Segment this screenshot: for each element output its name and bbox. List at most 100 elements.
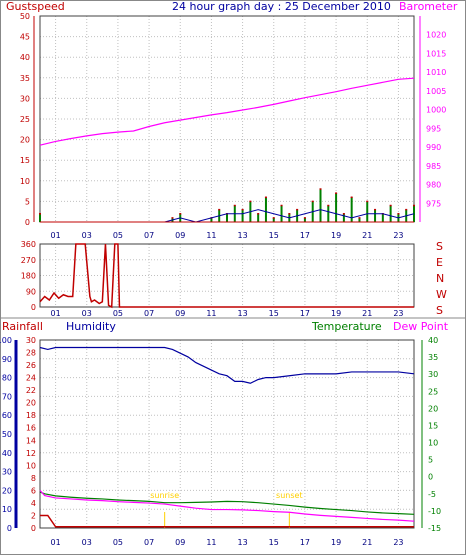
gustspeed-label: Gustspeed — [6, 0, 65, 13]
gust-tick-label: 20 — [20, 136, 30, 145]
sun-label: sunrise — [150, 491, 179, 500]
barometer-tick-label: 1010 — [426, 68, 446, 77]
x-tick-label: 07 — [144, 538, 154, 547]
humidity-tick-label: 90 — [2, 355, 12, 364]
humidity-line — [39, 346, 415, 384]
chart-title: 24 hour graph day : 25 December 2010 — [172, 0, 391, 13]
x-tick-label: 13 — [237, 538, 247, 547]
barometer-line — [39, 77, 415, 146]
x-tick-label: 07 — [144, 231, 154, 240]
axes-layer — [14, 15, 423, 529]
x-tick-label: 03 — [82, 231, 92, 240]
rainfall-tick-label: 18 — [26, 411, 36, 420]
direction-letter: S — [436, 304, 443, 317]
x-tick-label: 11 — [206, 231, 216, 240]
barometer-tick-label: 975 — [426, 199, 441, 208]
direction-letter: W — [436, 288, 447, 301]
humidity-tick-label: 70 — [2, 392, 12, 401]
humidity-tick-label: 0 — [7, 524, 12, 533]
humidity-tick-label: 80 — [2, 374, 12, 383]
humidity-tick-label: 50 — [2, 430, 12, 439]
rainfall-line — [40, 514, 414, 528]
sun-label: sunset — [276, 491, 303, 500]
x-tick-label: 19 — [331, 309, 341, 318]
barometer-label: Barometer — [399, 0, 458, 13]
direction-line — [39, 243, 414, 309]
temperature-tick-label: 30 — [428, 370, 438, 379]
x-tick-label: 11 — [206, 538, 216, 547]
x-tick-label: 17 — [300, 538, 310, 547]
direction-tick-label: 270 — [21, 256, 36, 265]
x-tick-label: 05 — [113, 538, 123, 547]
dewpoint-label: Dew Point — [393, 320, 449, 333]
x-tick-label: 17 — [300, 309, 310, 318]
temperature-label: Temperature — [311, 320, 382, 333]
barometer-tick-label: 985 — [426, 162, 441, 171]
grid-layer — [40, 15, 414, 529]
x-tick-label: 19 — [331, 538, 341, 547]
x-tick-label: 11 — [206, 309, 216, 318]
humidity-tick-label: 30 — [2, 468, 12, 477]
direction-letter: E — [436, 256, 443, 269]
gust-tick-label: 50 — [20, 12, 30, 21]
rainfall-tick-label: 8 — [31, 474, 36, 483]
gust-tick-label: 5 — [25, 197, 30, 206]
x-tick-label: 01 — [50, 231, 60, 240]
x-tick-label: 03 — [82, 538, 92, 547]
rainfall-tick-label: 26 — [26, 361, 36, 370]
humidity-tick-label: 100 — [0, 336, 12, 345]
temperature-tick-label: 40 — [428, 336, 438, 345]
x-tick-label: 21 — [362, 538, 372, 547]
barometer-tick-label: 995 — [426, 124, 441, 133]
humidity-tick-label: 10 — [2, 505, 12, 514]
x-tick-label: 23 — [393, 231, 403, 240]
temperature-tick-label: 10 — [428, 439, 438, 448]
barometer-tick-label: 1015 — [426, 49, 446, 58]
temperature-tick-label: -15 — [428, 524, 441, 533]
ticks-layer: 01 03 05 07 09 11 13 15 17 19 21 230510152025303540… — [0, 12, 446, 547]
plot-frame — [39, 339, 415, 529]
temperature-tick-label: 25 — [428, 387, 438, 396]
series-layer — [39, 77, 415, 528]
humidity-label: Humidity — [66, 320, 116, 333]
x-tick-label: 03 — [82, 309, 92, 318]
rainfall-tick-label: 30 — [26, 336, 36, 345]
humidity-tick-label: 60 — [2, 411, 12, 420]
x-tick-label: 09 — [175, 309, 185, 318]
x-tick-label: 21 — [362, 309, 372, 318]
x-tick-label: 21 — [362, 231, 372, 240]
x-tick-label: 23 — [393, 309, 403, 318]
gust-tick-label: 10 — [20, 177, 30, 186]
temperature-tick-label: 15 — [428, 421, 438, 430]
x-tick-label: 13 — [237, 309, 247, 318]
barometer-tick-label: 990 — [426, 143, 441, 152]
temperature-tick-label: -10 — [428, 507, 441, 516]
rainfall-tick-label: 28 — [26, 349, 36, 358]
barometer-tick-label: 1005 — [426, 87, 446, 96]
x-tick-label: 09 — [175, 538, 185, 547]
x-tick-label: 17 — [300, 231, 310, 240]
temperature-tick-label: -5 — [428, 490, 436, 499]
rainfall-tick-label: 10 — [26, 461, 36, 470]
direction-tick-label: 180 — [21, 272, 36, 281]
x-tick-label: 05 — [113, 309, 123, 318]
rainfall-tick-label: 0 — [31, 524, 36, 533]
rainfall-tick-label: 6 — [31, 486, 36, 495]
x-tick-label: 05 — [113, 231, 123, 240]
rainfall-tick-label: 16 — [26, 424, 36, 433]
x-tick-label: 01 — [50, 538, 60, 547]
direction-tick-label: 0 — [31, 303, 36, 312]
temperature-tick-label: 0 — [428, 473, 433, 482]
x-tick-label: 15 — [269, 309, 279, 318]
temperature-tick-label: 20 — [428, 404, 438, 413]
gust-tick-label: 15 — [20, 156, 30, 165]
direction-tick-label: 90 — [26, 287, 36, 296]
gust-tick-label: 35 — [20, 74, 30, 83]
barometer-tick-label: 1020 — [426, 31, 446, 40]
rainfall-tick-label: 20 — [26, 399, 36, 408]
humidity-tick-label: 40 — [2, 449, 12, 458]
x-tick-label: 23 — [393, 538, 403, 547]
rainfall-tick-label: 14 — [26, 436, 36, 445]
